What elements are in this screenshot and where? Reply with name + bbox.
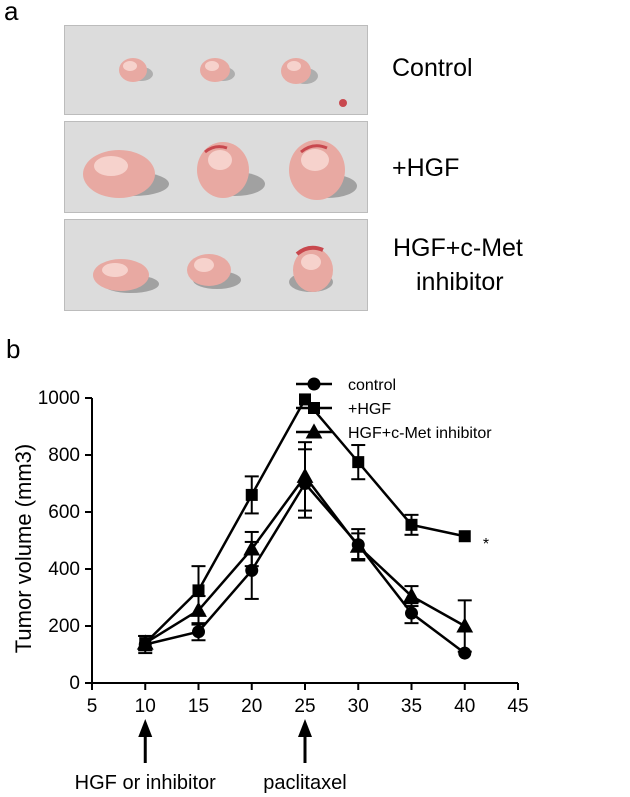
y-tick-label: 600 (48, 502, 80, 523)
legend-marker (308, 402, 320, 414)
tumor-photo-control (64, 25, 368, 115)
x-tick-label: 40 (454, 696, 475, 717)
y-axis-label: Tumor volume (mm3) (11, 444, 36, 653)
data-point (352, 456, 365, 469)
y-tick-label: 1000 (38, 388, 80, 409)
tissue-fragment (339, 99, 347, 107)
tumor-volume-chart: 0 200 400 600 800 1000 5 10 15 20 25 30 35 40 45 Tumor … (11, 377, 529, 794)
significance-marker: * (483, 536, 489, 553)
data-point (405, 606, 418, 620)
arrow-head (138, 719, 153, 737)
arrow-label: paclitaxel (263, 772, 346, 794)
data-point (192, 584, 205, 597)
x-tick-label: 20 (241, 696, 262, 717)
tumor-sample (83, 150, 169, 198)
group-label-hgf: +HGF (392, 154, 460, 182)
tumor-sample (197, 142, 265, 198)
legend-marker (305, 423, 323, 439)
group-label-inhibitor: inhibitor (416, 268, 504, 296)
data-point (296, 467, 314, 483)
arrow-label: HGF or inhibitor (75, 772, 216, 794)
tumor-photo-hgf-inhibitor (64, 219, 368, 311)
x-tick-label: 25 (294, 696, 315, 717)
panel-b-label: b (6, 334, 21, 364)
data-point (403, 587, 420, 603)
x-tick-label: 15 (188, 696, 209, 717)
tumor-sample (93, 259, 159, 293)
data-point (456, 617, 474, 633)
tumor-photo-hgf (64, 121, 368, 213)
data-point (349, 537, 367, 553)
legend-entry: +HGF (348, 401, 391, 418)
x-tick-label: 30 (348, 696, 369, 717)
data-point (192, 625, 205, 639)
data-point (245, 563, 259, 577)
tumor-sample (289, 245, 333, 292)
group-label-hgf-cmet: HGF+c-Met (393, 234, 523, 262)
y-tick-label: 200 (48, 616, 80, 637)
arrow-head (298, 719, 312, 737)
x-tick-label: 35 (401, 696, 422, 717)
tumor-sample (289, 140, 357, 200)
data-point (245, 488, 258, 501)
panel-a-label: a (4, 0, 19, 26)
data-point (458, 530, 471, 543)
y-tick-label: 400 (48, 559, 80, 580)
x-tick-label: 45 (507, 696, 528, 717)
data-point (405, 518, 418, 531)
x-tick-label: 10 (135, 696, 156, 717)
y-tick-label: 800 (48, 445, 80, 466)
tumor-sample (200, 58, 235, 82)
x-tick-label: 5 (87, 696, 98, 717)
data-point (190, 601, 207, 617)
group-label-control: Control (392, 54, 473, 82)
legend-marker (307, 377, 321, 391)
data-point (243, 540, 261, 556)
legend-entry: control (348, 377, 396, 394)
legend-entry: HGF+c-Met inhibitor (348, 425, 492, 442)
tumor-sample (281, 58, 318, 84)
tumor-sample (187, 254, 241, 289)
tumor-sample (119, 58, 153, 82)
data-point (136, 634, 154, 650)
y-tick-label: 0 (69, 673, 80, 694)
data-point (458, 646, 472, 660)
